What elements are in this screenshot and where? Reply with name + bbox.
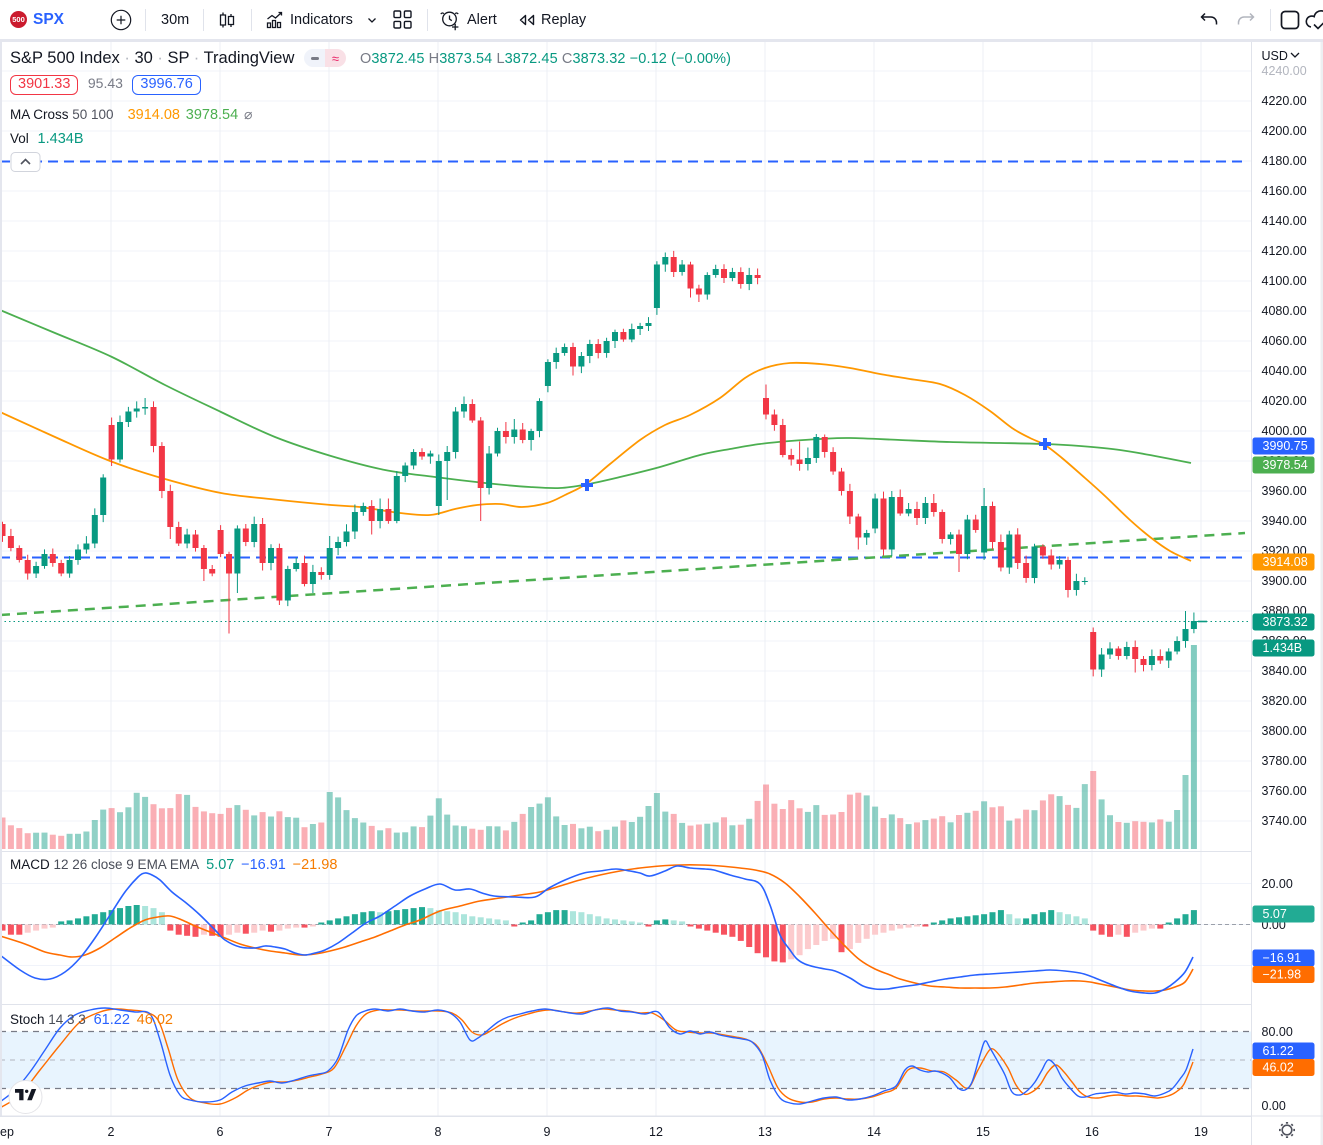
svg-text:−16.91: −16.91 (1263, 951, 1302, 965)
svg-text:4000.00: 4000.00 (1262, 424, 1307, 438)
svg-text:4240.00: 4240.00 (1262, 64, 1307, 78)
svg-text:1.434B: 1.434B (1263, 641, 1303, 655)
svg-text:9: 9 (544, 1125, 551, 1139)
svg-text:0.00: 0.00 (1262, 1099, 1286, 1113)
svg-text:3960.00: 3960.00 (1262, 484, 1307, 498)
svg-text:3873.32: 3873.32 (1263, 615, 1308, 629)
svg-text:13: 13 (758, 1125, 772, 1139)
svg-text:4120.00: 4120.00 (1262, 244, 1307, 258)
svg-text:3780.00: 3780.00 (1262, 754, 1307, 768)
svg-text:3978.54: 3978.54 (1263, 458, 1308, 472)
svg-text:7: 7 (326, 1125, 333, 1139)
svg-text:15: 15 (976, 1125, 990, 1139)
svg-text:4040.00: 4040.00 (1262, 364, 1307, 378)
svg-text:3900.00: 3900.00 (1262, 574, 1307, 588)
svg-text:4160.00: 4160.00 (1262, 184, 1307, 198)
svg-text:4180.00: 4180.00 (1262, 154, 1307, 168)
svg-text:20.00: 20.00 (1262, 877, 1293, 891)
svg-text:4140.00: 4140.00 (1262, 214, 1307, 228)
svg-text:−21.98: −21.98 (1263, 968, 1302, 982)
svg-text:USD: USD (1262, 49, 1288, 63)
svg-text:4220.00: 4220.00 (1262, 94, 1307, 108)
svg-text:ep: ep (0, 1125, 14, 1139)
svg-text:3800.00: 3800.00 (1262, 724, 1307, 738)
svg-text:61.22: 61.22 (1263, 1044, 1294, 1058)
svg-text:19: 19 (1194, 1125, 1208, 1139)
svg-text:4080.00: 4080.00 (1262, 304, 1307, 318)
svg-text:3740.00: 3740.00 (1262, 814, 1307, 828)
svg-text:4020.00: 4020.00 (1262, 394, 1307, 408)
svg-text:3990.75: 3990.75 (1263, 439, 1308, 453)
svg-text:3820.00: 3820.00 (1262, 694, 1307, 708)
svg-text:4060.00: 4060.00 (1262, 334, 1307, 348)
svg-text:4100.00: 4100.00 (1262, 274, 1307, 288)
svg-text:12: 12 (649, 1125, 663, 1139)
svg-text:6: 6 (217, 1125, 224, 1139)
svg-text:4200.00: 4200.00 (1262, 124, 1307, 138)
svg-text:5.07: 5.07 (1263, 907, 1287, 921)
svg-text:3940.00: 3940.00 (1262, 514, 1307, 528)
svg-text:16: 16 (1085, 1125, 1099, 1139)
svg-text:46.02: 46.02 (1263, 1061, 1294, 1075)
svg-text:3914.08: 3914.08 (1263, 555, 1308, 569)
svg-text:14: 14 (867, 1125, 881, 1139)
svg-text:8: 8 (435, 1125, 442, 1139)
svg-text:80.00: 80.00 (1262, 1025, 1293, 1039)
svg-text:3840.00: 3840.00 (1262, 664, 1307, 678)
svg-text:2: 2 (108, 1125, 115, 1139)
svg-text:3760.00: 3760.00 (1262, 784, 1307, 798)
